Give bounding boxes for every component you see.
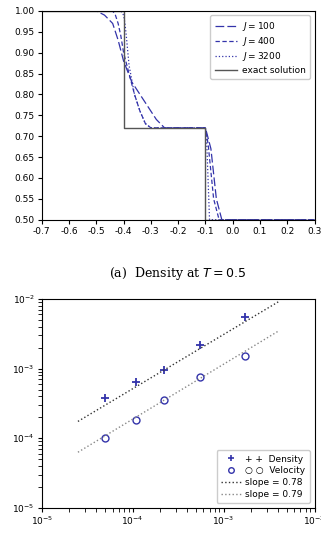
$J = 100$ — [103, 12, 107, 19]
$J = 3200$ — [127, 62, 131, 68]
$J = 3200$ — [149, 124, 153, 131]
$J = 100$ — [40, 8, 44, 14]
$J = 400$ — [176, 124, 180, 131]
$\circ$ $\circ$Velocity — [198, 374, 202, 381]
$J = 3200$ — [138, 108, 142, 115]
$J = 3200$ — [204, 124, 207, 131]
+ +Density — [243, 314, 247, 321]
$J = 400$ — [313, 216, 317, 223]
$J = 100$ — [130, 79, 134, 85]
$J = 400$ — [40, 8, 44, 14]
$J = 400$ — [133, 91, 136, 98]
$J = 400$ — [119, 33, 123, 39]
$J = 400$ — [206, 141, 210, 148]
$J = 100$ — [138, 91, 142, 98]
$J = 100$ — [154, 116, 158, 123]
$J = 3200$ — [124, 33, 128, 39]
$J = 400$ — [111, 8, 115, 14]
$J = 3200$ — [176, 124, 180, 131]
$J = 3200$ — [40, 8, 44, 14]
Line: $J = 100$: $J = 100$ — [42, 11, 315, 219]
$J = 400$ — [217, 216, 221, 223]
$J = 400$ — [122, 49, 126, 56]
$J = 3200$ — [208, 216, 212, 223]
+ +Density — [103, 395, 107, 401]
$J = 3200$ — [123, 20, 127, 27]
slope = 0.79 — [276, 328, 280, 334]
$J = 3200$ — [122, 12, 126, 19]
$J = 3200$ — [119, 8, 123, 14]
+ +Density — [134, 378, 138, 385]
Legend: + +  Density, ○ ○  Velocity, slope = 0.78, slope = 0.79: + + Density, ○ ○ Velocity, slope = 0.78,… — [217, 450, 310, 503]
$J = 400$ — [212, 195, 215, 202]
exact solution — [122, 8, 126, 14]
$J = 3200$ — [313, 216, 317, 223]
$\circ$ $\circ$Velocity — [134, 417, 138, 424]
$J = 400$ — [127, 70, 131, 77]
$\circ$ $\circ$Velocity — [162, 397, 166, 403]
$J = 100$ — [122, 58, 126, 64]
$J = 100$ — [313, 216, 317, 223]
$J = 100$ — [190, 124, 194, 131]
Line: $J = 400$: $J = 400$ — [42, 11, 315, 219]
Line: exact solution: exact solution — [42, 11, 315, 219]
$J = 400$ — [113, 12, 117, 19]
exact solution — [122, 124, 126, 131]
$J = 3200$ — [143, 120, 147, 127]
exact solution — [40, 8, 44, 14]
Line: $\circ$ $\circ$Velocity: $\circ$ $\circ$Velocity — [102, 353, 248, 442]
$J = 100$ — [204, 124, 207, 131]
$J = 100$ — [111, 20, 115, 27]
exact solution — [313, 216, 317, 223]
$J = 400$ — [116, 20, 120, 27]
$J = 100$ — [220, 216, 224, 223]
$J = 100$ — [214, 195, 218, 202]
$J = 100$ — [176, 124, 180, 131]
$J = 100$ — [116, 37, 120, 44]
$J = 400$ — [149, 124, 153, 131]
Line: $J = 3200$: $J = 3200$ — [42, 11, 315, 219]
$J = 100$ — [209, 145, 213, 152]
$\circ$ $\circ$Velocity — [103, 435, 107, 442]
$J = 3200$ — [133, 91, 136, 98]
exact solution — [204, 124, 207, 131]
Text: (a)  Density at $T = 0.5$: (a) Density at $T = 0.5$ — [109, 265, 247, 282]
+ +Density — [162, 367, 166, 373]
$J = 400$ — [190, 124, 194, 131]
exact solution — [204, 216, 207, 223]
$J = 100$ — [94, 8, 98, 14]
+ +Density — [198, 341, 202, 348]
Line: slope = 0.79: slope = 0.79 — [78, 331, 278, 452]
$J = 400$ — [143, 120, 147, 127]
$J = 3200$ — [190, 124, 194, 131]
$\circ$ $\circ$Velocity — [243, 353, 247, 360]
$J = 400$ — [138, 108, 142, 115]
Legend: $J = 100$, $J = 400$, $J = 3200$, exact solution: $J = 100$, $J = 400$, $J = 3200$, exact … — [210, 15, 310, 79]
$J = 3200$ — [205, 141, 209, 148]
$J = 400$ — [204, 124, 207, 131]
$J = 100$ — [162, 124, 166, 131]
Line: + +Density: + +Density — [101, 313, 249, 402]
slope = 0.79 — [76, 449, 80, 455]
$J = 100$ — [146, 104, 150, 110]
$J = 3200$ — [120, 10, 124, 16]
